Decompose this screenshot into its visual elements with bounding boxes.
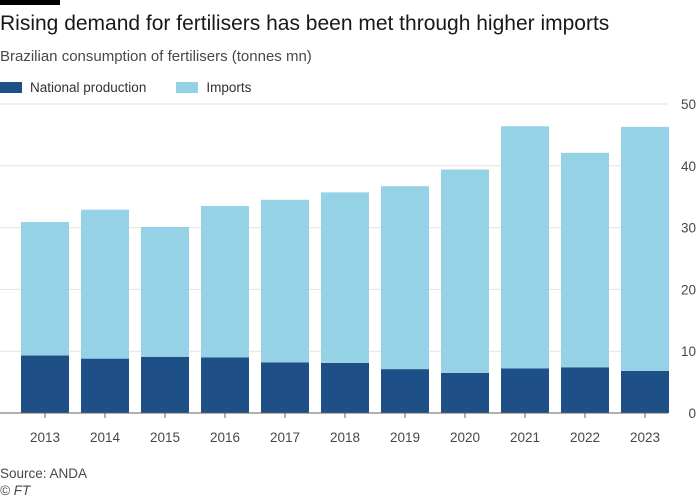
bar-imports-2017 xyxy=(261,199,309,363)
y-tick-label-0: 0 xyxy=(688,406,696,421)
bar-national-production-2023 xyxy=(621,370,669,413)
legend-label-national-production: National production xyxy=(30,80,147,95)
bar-national-production-2020 xyxy=(441,372,489,413)
x-tick-label-2014: 2014 xyxy=(90,430,121,445)
chart-legend: National production Imports xyxy=(0,80,281,95)
x-tick-label-2015: 2015 xyxy=(150,430,180,445)
bar-imports-2022 xyxy=(561,152,609,368)
legend-item-imports: Imports xyxy=(176,80,251,95)
x-tick-label-2018: 2018 xyxy=(330,430,360,445)
bar-imports-2020 xyxy=(441,169,489,373)
y-tick-label-30: 30 xyxy=(681,221,696,236)
bar-national-production-2022 xyxy=(561,367,609,413)
bar-imports-2013 xyxy=(21,222,69,356)
x-tick-label-2021: 2021 xyxy=(510,430,540,445)
bar-national-production-2018 xyxy=(321,362,369,413)
legend-swatch-imports xyxy=(176,82,199,93)
bar-national-production-2021 xyxy=(501,368,549,413)
bar-imports-2018 xyxy=(321,192,369,363)
legend-label-imports: Imports xyxy=(206,80,252,95)
chart-subtitle: Brazilian consumption of fertilisers (to… xyxy=(0,48,312,65)
y-tick-label-50: 50 xyxy=(681,97,696,112)
bar-imports-2015 xyxy=(141,226,189,357)
y-tick-label-10: 10 xyxy=(681,344,696,359)
bar-national-production-2015 xyxy=(141,356,189,413)
x-tick-label-2013: 2013 xyxy=(30,430,60,445)
bar-imports-2016 xyxy=(201,205,249,358)
source-note: Source: ANDA xyxy=(0,466,88,481)
x-tick-label-2017: 2017 xyxy=(270,430,300,445)
ft-credit: © FT xyxy=(0,483,31,498)
x-tick-label-2023: 2023 xyxy=(630,430,660,445)
legend-item-national-production: National production xyxy=(0,80,146,95)
bar-national-production-2014 xyxy=(81,358,129,413)
bar-imports-2021 xyxy=(501,126,549,369)
bar-imports-2023 xyxy=(621,126,669,371)
bar-imports-2019 xyxy=(381,186,429,370)
bar-imports-2014 xyxy=(81,209,129,359)
y-tick-label-20: 20 xyxy=(681,282,696,297)
x-tick-label-2020: 2020 xyxy=(450,430,480,445)
bar-national-production-2017 xyxy=(261,362,309,413)
bar-national-production-2013 xyxy=(21,355,69,413)
bar-national-production-2019 xyxy=(381,369,429,413)
x-tick-label-2016: 2016 xyxy=(210,430,240,445)
x-tick-label-2022: 2022 xyxy=(570,430,600,445)
chart-title: Rising demand for fertilisers has been m… xyxy=(0,12,610,35)
x-tick-label-2019: 2019 xyxy=(390,430,420,445)
y-tick-label-40: 40 xyxy=(681,159,696,174)
ft-brand-bar xyxy=(0,0,60,5)
bar-national-production-2016 xyxy=(201,357,249,413)
legend-swatch-national-production xyxy=(0,82,22,93)
